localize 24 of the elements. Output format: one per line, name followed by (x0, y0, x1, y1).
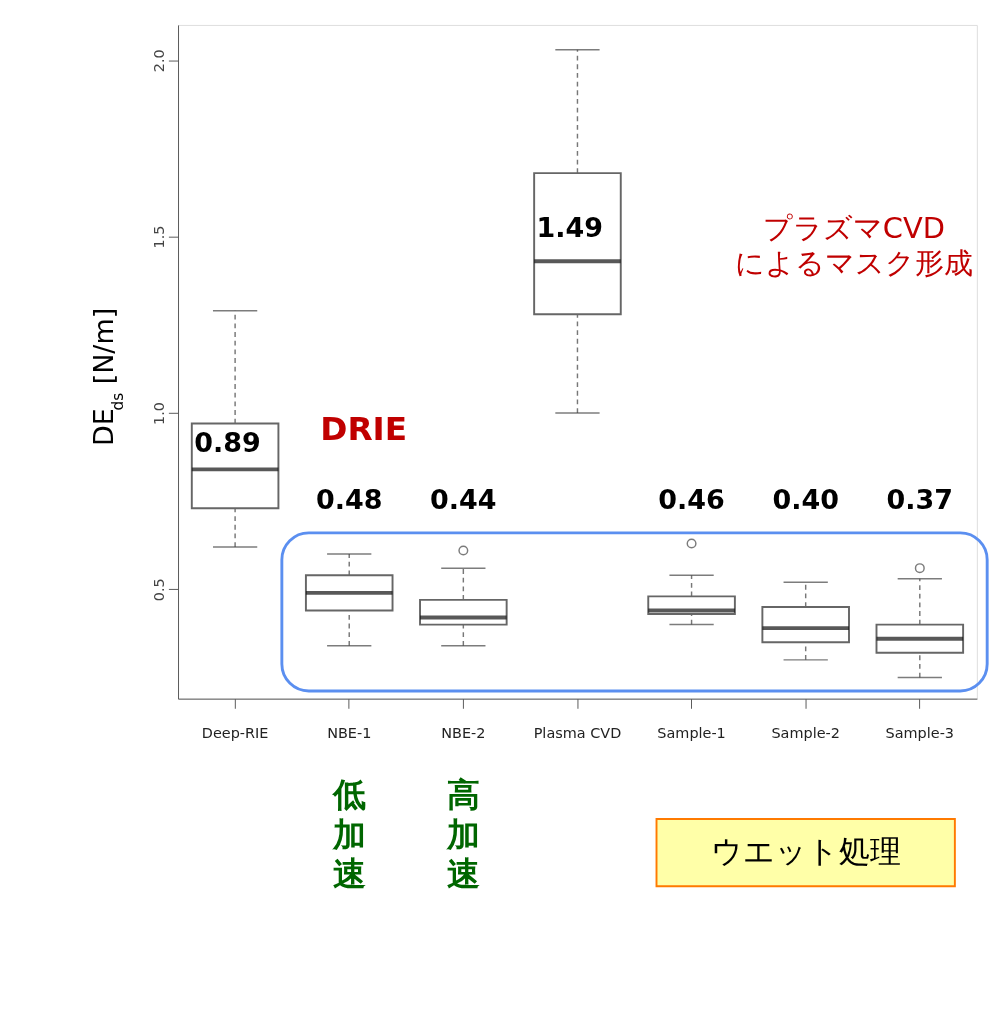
y-tick-label: 1.0 (151, 401, 168, 425)
y-tick-label: 2.0 (151, 49, 168, 73)
y-axis-title: DEds [N/m] (87, 307, 128, 447)
x-tick-label: Sample-1 (657, 724, 726, 741)
annotation: 0.48 (315, 483, 383, 515)
text: 低加速 (330, 776, 366, 893)
x-tick-label: Sample-2 (771, 724, 840, 741)
x-tick-label: Sample-3 (885, 724, 955, 741)
x-tick-label: Deep-RIE (201, 724, 269, 741)
x-tick-label: NBE-2 (441, 724, 486, 741)
annotation: 1.49 (536, 212, 603, 244)
annotation: DRIE (320, 410, 408, 449)
y-tick-label: 1.5 (151, 225, 168, 249)
annotation: 0.89 (194, 427, 261, 459)
annotation: 0.44 (430, 483, 497, 515)
annotation: 0.46 (658, 483, 725, 515)
text: ウエット処理 (710, 833, 901, 870)
text: 高加速 (445, 776, 480, 893)
annotation: 0.40 (772, 483, 839, 515)
x-tick-label: NBE-1 (327, 724, 372, 741)
annotation: プラズマCVD によるマスク形成 (734, 211, 973, 280)
y-tick-label: 0.5 (151, 578, 168, 602)
annotation: 0.37 (886, 483, 954, 515)
x-tick-label: Plasma CVD (533, 724, 622, 741)
